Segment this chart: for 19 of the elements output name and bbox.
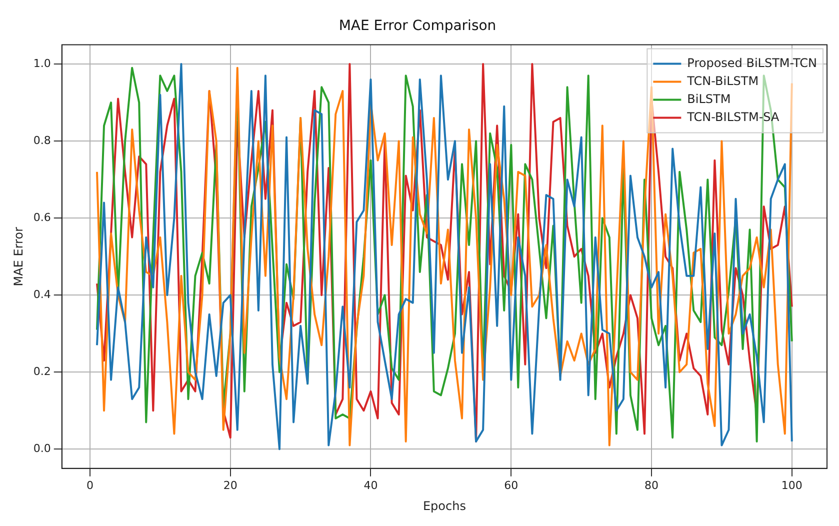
y-tick-label: 1.0 [33, 56, 51, 70]
y-tick-label: 0.0 [33, 442, 51, 456]
y-axis-title: MAE Error [11, 226, 26, 286]
y-tick-label: 0.8 [33, 134, 51, 147]
x-tick-label: 0 [86, 478, 94, 492]
x-tick-label: 80 [644, 478, 659, 492]
x-axis-title: Epochs [422, 498, 466, 513]
legend-label: TCN-BiLSTM [686, 74, 759, 88]
legend-label: BiLSTM [687, 92, 731, 106]
x-tick-label: 60 [504, 478, 518, 492]
y-tick-label: 0.6 [33, 210, 51, 224]
chart-title: MAE Error Comparison [338, 18, 496, 34]
x-tick-label: 40 [364, 478, 378, 492]
legend-label: TCN-BILSTM-SA [686, 110, 780, 124]
x-tick-label: 20 [223, 478, 238, 492]
x-tick-label: 100 [781, 478, 802, 492]
legend-label: Proposed BiLSTM-TCN [687, 56, 817, 70]
y-tick-label: 0.4 [33, 288, 51, 301]
y-tick-label: 0.2 [33, 364, 51, 378]
